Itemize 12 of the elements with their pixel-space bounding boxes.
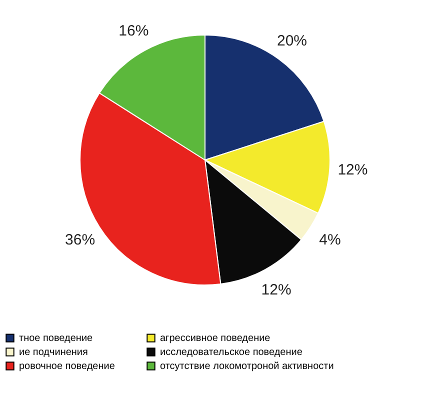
legend-label: ровочное поведение: [19, 361, 116, 372]
legend-label: агрессивное поведение: [160, 333, 271, 344]
data-label: 16%: [118, 22, 149, 40]
data-label: 4%: [319, 231, 341, 248]
data-label: 12%: [338, 161, 368, 178]
legend-label: ие подчинения: [19, 347, 88, 358]
data-label: 20%: [276, 32, 308, 50]
legend-label: исследовательское поведение: [160, 347, 303, 358]
legend-label: тное поведение: [19, 333, 94, 344]
data-label: 12%: [261, 282, 292, 299]
legend-label: отсутствие локомотроной активности: [160, 361, 334, 372]
data-label: 36%: [65, 231, 96, 248]
